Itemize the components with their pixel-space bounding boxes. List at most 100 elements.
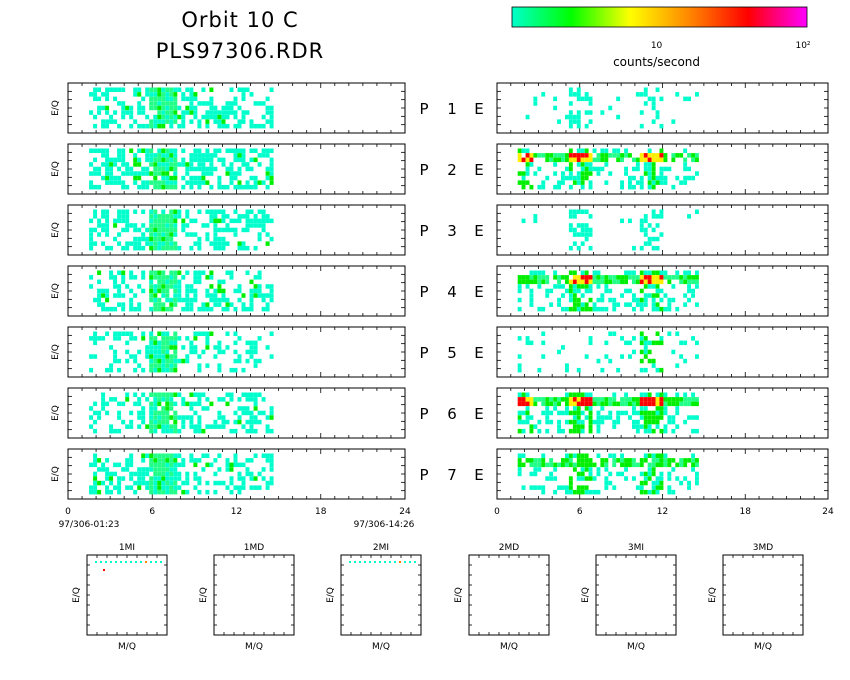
heatmap-cell (153, 218, 158, 224)
heatmap-cell (157, 241, 162, 246)
heatmap-cell (213, 241, 218, 246)
heatmap-cell (173, 367, 178, 373)
row-label-e: E (474, 100, 483, 118)
heatmap-cell (137, 110, 142, 115)
heatmap-cell (169, 358, 174, 364)
heatmap-cell (157, 119, 162, 124)
heatmap-cell (149, 214, 154, 219)
heatmap-cell (153, 471, 158, 477)
heatmap-cell (157, 245, 162, 251)
heatmap-cell (537, 419, 542, 425)
heatmap-cell (628, 184, 632, 190)
heatmap-cell (217, 236, 222, 242)
heatmap-cell (639, 340, 644, 346)
heatmap-cell (647, 166, 652, 172)
heatmap-cell (541, 92, 546, 97)
heatmap-cell (141, 453, 146, 458)
heatmap-cell (125, 424, 130, 429)
heatmap-cell (149, 241, 154, 246)
heatmap-cell (541, 354, 546, 359)
heatmap-cell (639, 336, 644, 341)
heatmap-cell (129, 424, 134, 429)
heatmap-cell (261, 397, 266, 402)
heatmap-cell (169, 279, 174, 285)
heatmap-cell (624, 467, 628, 472)
heatmap-cell (588, 306, 593, 312)
heatmap-cell (265, 175, 270, 181)
heatmap-cell (117, 485, 122, 490)
heatmap-cell (687, 288, 691, 294)
heatmap-cell (93, 214, 98, 219)
heatmap-cell (237, 214, 242, 219)
heatmap-cell (141, 96, 146, 102)
heatmap-cell (269, 354, 274, 359)
heatmap-cell (209, 270, 214, 275)
heatmap-cell (153, 397, 158, 402)
heatmap-cell (157, 489, 162, 495)
heatmap-cell (643, 232, 648, 237)
heatmap-cell (157, 453, 162, 458)
heatmap-cell (687, 270, 691, 275)
heatmap-cell (161, 480, 166, 486)
heatmap-cell (213, 110, 218, 115)
small-panel-point (389, 561, 391, 563)
heatmap-cell (612, 419, 617, 425)
heatmap-cell (245, 340, 250, 346)
heatmap-cell (632, 419, 636, 425)
heatmap-cell (153, 349, 158, 355)
heatmap-cell (561, 428, 565, 434)
heatmap-cell (137, 480, 142, 486)
heatmap-cell (117, 180, 122, 185)
heatmap-cell (233, 367, 238, 373)
heatmap-cell (643, 336, 648, 341)
heatmap-cell (584, 110, 589, 115)
heatmap-cell (181, 223, 186, 228)
heatmap-cell (529, 279, 534, 285)
heatmap-cell (105, 471, 110, 477)
heatmap-cell (169, 175, 174, 181)
heatmap-cell (217, 148, 222, 153)
heatmap-cell (541, 401, 546, 407)
heatmap-cell (145, 467, 150, 472)
heatmap-cell (651, 171, 656, 176)
heatmap-cell (125, 358, 130, 364)
heatmap-cell (647, 279, 652, 285)
heatmap-cell (89, 284, 94, 289)
heatmap-cell (604, 162, 609, 167)
heatmap-cell (221, 245, 226, 251)
heatmap-cell (651, 306, 656, 312)
heatmap-cell (691, 157, 695, 163)
heatmap-cell (667, 471, 672, 477)
heatmap-cell (265, 171, 270, 176)
heatmap-cell (237, 184, 242, 190)
heatmap-cell (165, 401, 170, 407)
heatmap-cell (635, 302, 640, 307)
heatmap-cell (229, 180, 234, 185)
heatmap-cell (687, 96, 691, 102)
heatmap-cell (675, 401, 680, 407)
heatmap-cell (517, 471, 522, 477)
heatmap-cell (213, 297, 218, 303)
heatmap-cell (173, 279, 178, 285)
heatmap-cell (529, 153, 534, 158)
heatmap-cell (129, 105, 134, 111)
heatmap-cell (213, 489, 218, 495)
heatmap-cell (221, 397, 226, 402)
heatmap-cell (651, 275, 656, 280)
heatmap-cell (133, 227, 138, 233)
heatmap-cell (545, 288, 550, 294)
heatmap-cell (529, 162, 534, 167)
heatmap-cell (161, 92, 166, 97)
heatmap-cell (177, 114, 182, 120)
heatmap-cell (161, 453, 166, 458)
heatmap-cell (572, 297, 577, 303)
heatmap-cell (197, 424, 202, 429)
heatmap-cell (651, 397, 656, 402)
heatmap-cell (117, 401, 122, 407)
heatmap-cell (209, 209, 214, 214)
heatmap-cell (245, 406, 250, 411)
heatmap-cell (537, 485, 542, 490)
heatmap-cell (683, 462, 688, 468)
heatmap-cell (225, 419, 230, 425)
heatmap-cell (209, 87, 214, 92)
